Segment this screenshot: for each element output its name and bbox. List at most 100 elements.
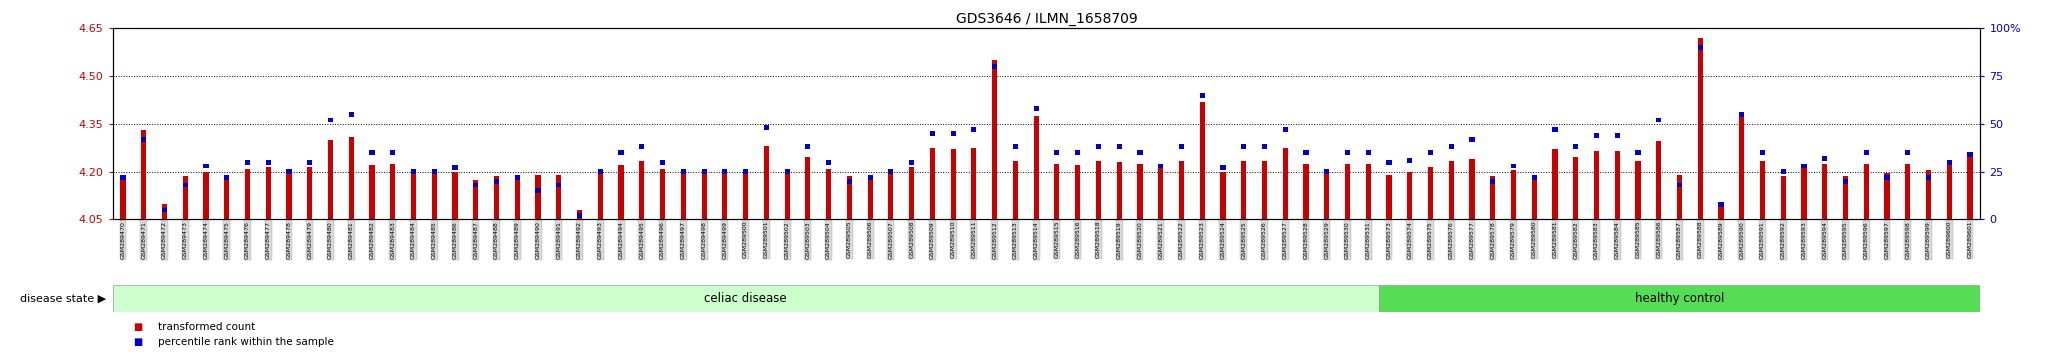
Text: percentile rank within the sample: percentile rank within the sample <box>158 337 334 347</box>
Bar <box>535 175 541 219</box>
Bar <box>1698 38 1702 219</box>
Bar <box>1096 144 1102 149</box>
Bar <box>1552 149 1559 219</box>
Bar <box>162 207 168 212</box>
Bar <box>1014 160 1018 219</box>
Bar <box>723 169 727 174</box>
Bar <box>113 285 1378 312</box>
Bar <box>1241 160 1247 219</box>
Bar <box>1116 144 1122 149</box>
Bar <box>1137 164 1143 219</box>
Bar <box>909 160 913 165</box>
Bar <box>369 165 375 219</box>
Text: healthy control: healthy control <box>1634 292 1724 305</box>
Bar <box>991 64 997 69</box>
Bar <box>764 125 768 130</box>
Bar <box>723 170 727 219</box>
Bar <box>578 210 582 219</box>
Bar <box>1948 160 1952 165</box>
Bar <box>1448 144 1454 149</box>
Bar <box>412 172 416 219</box>
Bar <box>246 160 250 165</box>
Bar <box>1532 175 1536 180</box>
Bar <box>1034 116 1038 219</box>
Bar <box>453 165 457 170</box>
Bar <box>1511 170 1516 219</box>
Text: transformed count: transformed count <box>158 322 254 332</box>
Bar <box>1034 106 1038 111</box>
Bar <box>223 175 229 219</box>
Bar <box>1864 150 1870 155</box>
Bar <box>889 169 893 174</box>
Bar <box>1282 148 1288 219</box>
Bar <box>1657 118 1661 122</box>
Text: ■: ■ <box>133 322 143 332</box>
Bar <box>1346 150 1350 155</box>
Bar <box>203 172 209 219</box>
Bar <box>1884 175 1890 180</box>
Bar <box>1386 175 1391 219</box>
Bar <box>1593 151 1599 219</box>
Bar <box>287 172 291 219</box>
Bar <box>307 167 313 219</box>
Bar <box>266 167 270 219</box>
Bar <box>307 160 313 165</box>
Bar <box>1802 164 1806 169</box>
Bar <box>514 175 520 219</box>
Bar <box>1593 133 1599 138</box>
Bar <box>1346 164 1350 219</box>
Bar <box>1884 173 1890 219</box>
Bar <box>930 131 936 136</box>
Title: GDS3646 / ILMN_1658709: GDS3646 / ILMN_1658709 <box>956 12 1137 26</box>
Bar <box>702 172 707 219</box>
Bar <box>1075 165 1079 219</box>
Bar <box>1200 93 1204 98</box>
Bar <box>846 177 852 219</box>
Bar <box>121 175 125 180</box>
Bar <box>266 160 270 165</box>
Bar <box>659 160 666 165</box>
Bar <box>182 183 188 188</box>
Bar <box>1200 102 1204 219</box>
Bar <box>1823 156 1827 161</box>
Bar <box>1905 164 1911 219</box>
Bar <box>784 172 791 219</box>
Bar <box>825 169 831 219</box>
Bar <box>162 204 168 219</box>
Bar <box>391 150 395 155</box>
Bar <box>1802 167 1806 219</box>
Bar <box>1491 177 1495 219</box>
Bar <box>805 144 811 149</box>
Bar <box>287 169 291 174</box>
Bar <box>1325 170 1329 219</box>
Bar <box>680 169 686 174</box>
Bar <box>680 170 686 219</box>
Bar <box>618 150 625 155</box>
Bar <box>1180 144 1184 149</box>
Bar <box>598 172 602 219</box>
Bar <box>805 157 811 219</box>
Bar <box>1657 142 1661 219</box>
Bar <box>494 177 500 219</box>
Bar <box>391 164 395 219</box>
Bar <box>453 172 457 219</box>
Bar <box>1573 144 1579 149</box>
Bar <box>1157 167 1163 219</box>
Bar <box>473 180 479 219</box>
Bar <box>348 112 354 117</box>
Bar <box>1407 158 1413 162</box>
Bar <box>412 169 416 174</box>
Bar <box>535 188 541 193</box>
Bar <box>182 177 188 219</box>
Bar <box>1262 160 1268 219</box>
Bar <box>1137 150 1143 155</box>
Bar <box>1636 150 1640 155</box>
Bar <box>1552 127 1559 132</box>
Bar <box>1241 144 1247 149</box>
Bar <box>1905 150 1911 155</box>
Bar <box>930 148 936 219</box>
Bar <box>868 175 872 219</box>
Bar <box>1014 144 1018 149</box>
Bar <box>971 127 977 132</box>
Bar <box>1948 160 1952 219</box>
